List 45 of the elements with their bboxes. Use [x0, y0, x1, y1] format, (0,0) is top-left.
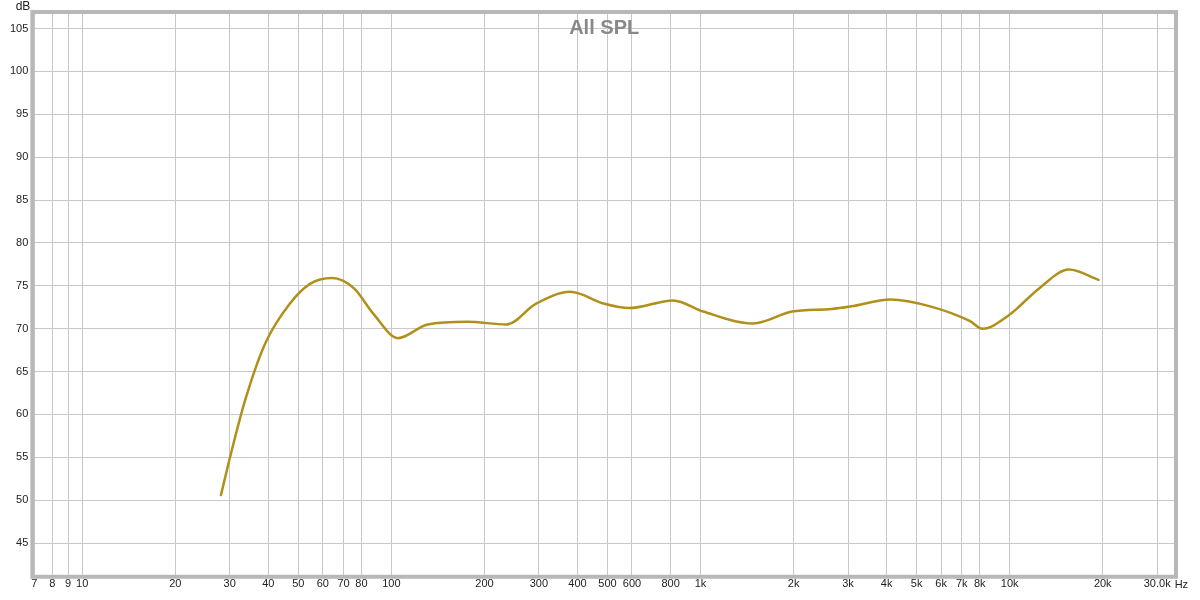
y-tick-label: 70 — [16, 321, 29, 334]
x-tick-label: 10k — [1000, 577, 1020, 590]
x-tick-label: 400 — [568, 577, 587, 590]
x-tick-label: 80 — [355, 577, 368, 590]
y-tick-label: 60 — [16, 407, 29, 420]
x-tick-label: 5k — [910, 577, 923, 590]
x-tick-label: 500 — [598, 577, 617, 590]
chart-title: All SPL — [569, 15, 640, 38]
x-tick-label: 200 — [475, 577, 494, 590]
y-tick-label: 90 — [16, 150, 29, 163]
x-tick-label: 70 — [337, 577, 350, 590]
y-tick-label: 100 — [9, 64, 29, 77]
x-tick-label: 40 — [262, 577, 275, 590]
y-tick-label: 45 — [16, 536, 29, 549]
y-tick-label: 50 — [16, 493, 29, 506]
x-tick-label: 20 — [169, 577, 182, 590]
x-tick-label: 7k — [955, 577, 969, 590]
y-tick-label: 85 — [16, 193, 29, 206]
y-tick-label: 75 — [16, 278, 29, 291]
x-tick-label: 600 — [622, 577, 642, 590]
y-tick-label: 80 — [16, 235, 29, 248]
x-tick-label: 8 — [49, 577, 56, 590]
x-tick-label: 100 — [382, 577, 401, 590]
x-axis-title: Hz — [1174, 578, 1189, 591]
x-tick-label: 6k — [935, 577, 948, 590]
x-tick-label: 60 — [316, 577, 329, 590]
x-tick-label: 8k — [973, 577, 987, 590]
x-tick-label: 3k — [842, 577, 855, 590]
x-tick-label: 50 — [292, 577, 305, 590]
x-tick-label: 300 — [529, 577, 549, 590]
x-tick-label: 30.0k — [1143, 577, 1172, 590]
x-tick-label: 20k — [1093, 577, 1113, 590]
y-tick-label: 55 — [16, 450, 29, 463]
x-tick-label: 10 — [76, 577, 89, 590]
y-tick-label: 95 — [16, 107, 29, 120]
y-tick-label: 65 — [16, 364, 29, 377]
x-tick-label: 800 — [661, 577, 680, 590]
x-tick-label: 7 — [31, 577, 38, 590]
x-tick-label: 2k — [787, 577, 800, 590]
x-tick-label: 1k — [694, 577, 707, 590]
y-axis-title: dB — [15, 0, 31, 14]
x-tick-label: 30 — [223, 577, 236, 590]
y-tick-label: 105 — [9, 21, 29, 34]
x-tick-label: 9 — [65, 577, 72, 590]
x-tick-label: 4k — [880, 577, 893, 590]
